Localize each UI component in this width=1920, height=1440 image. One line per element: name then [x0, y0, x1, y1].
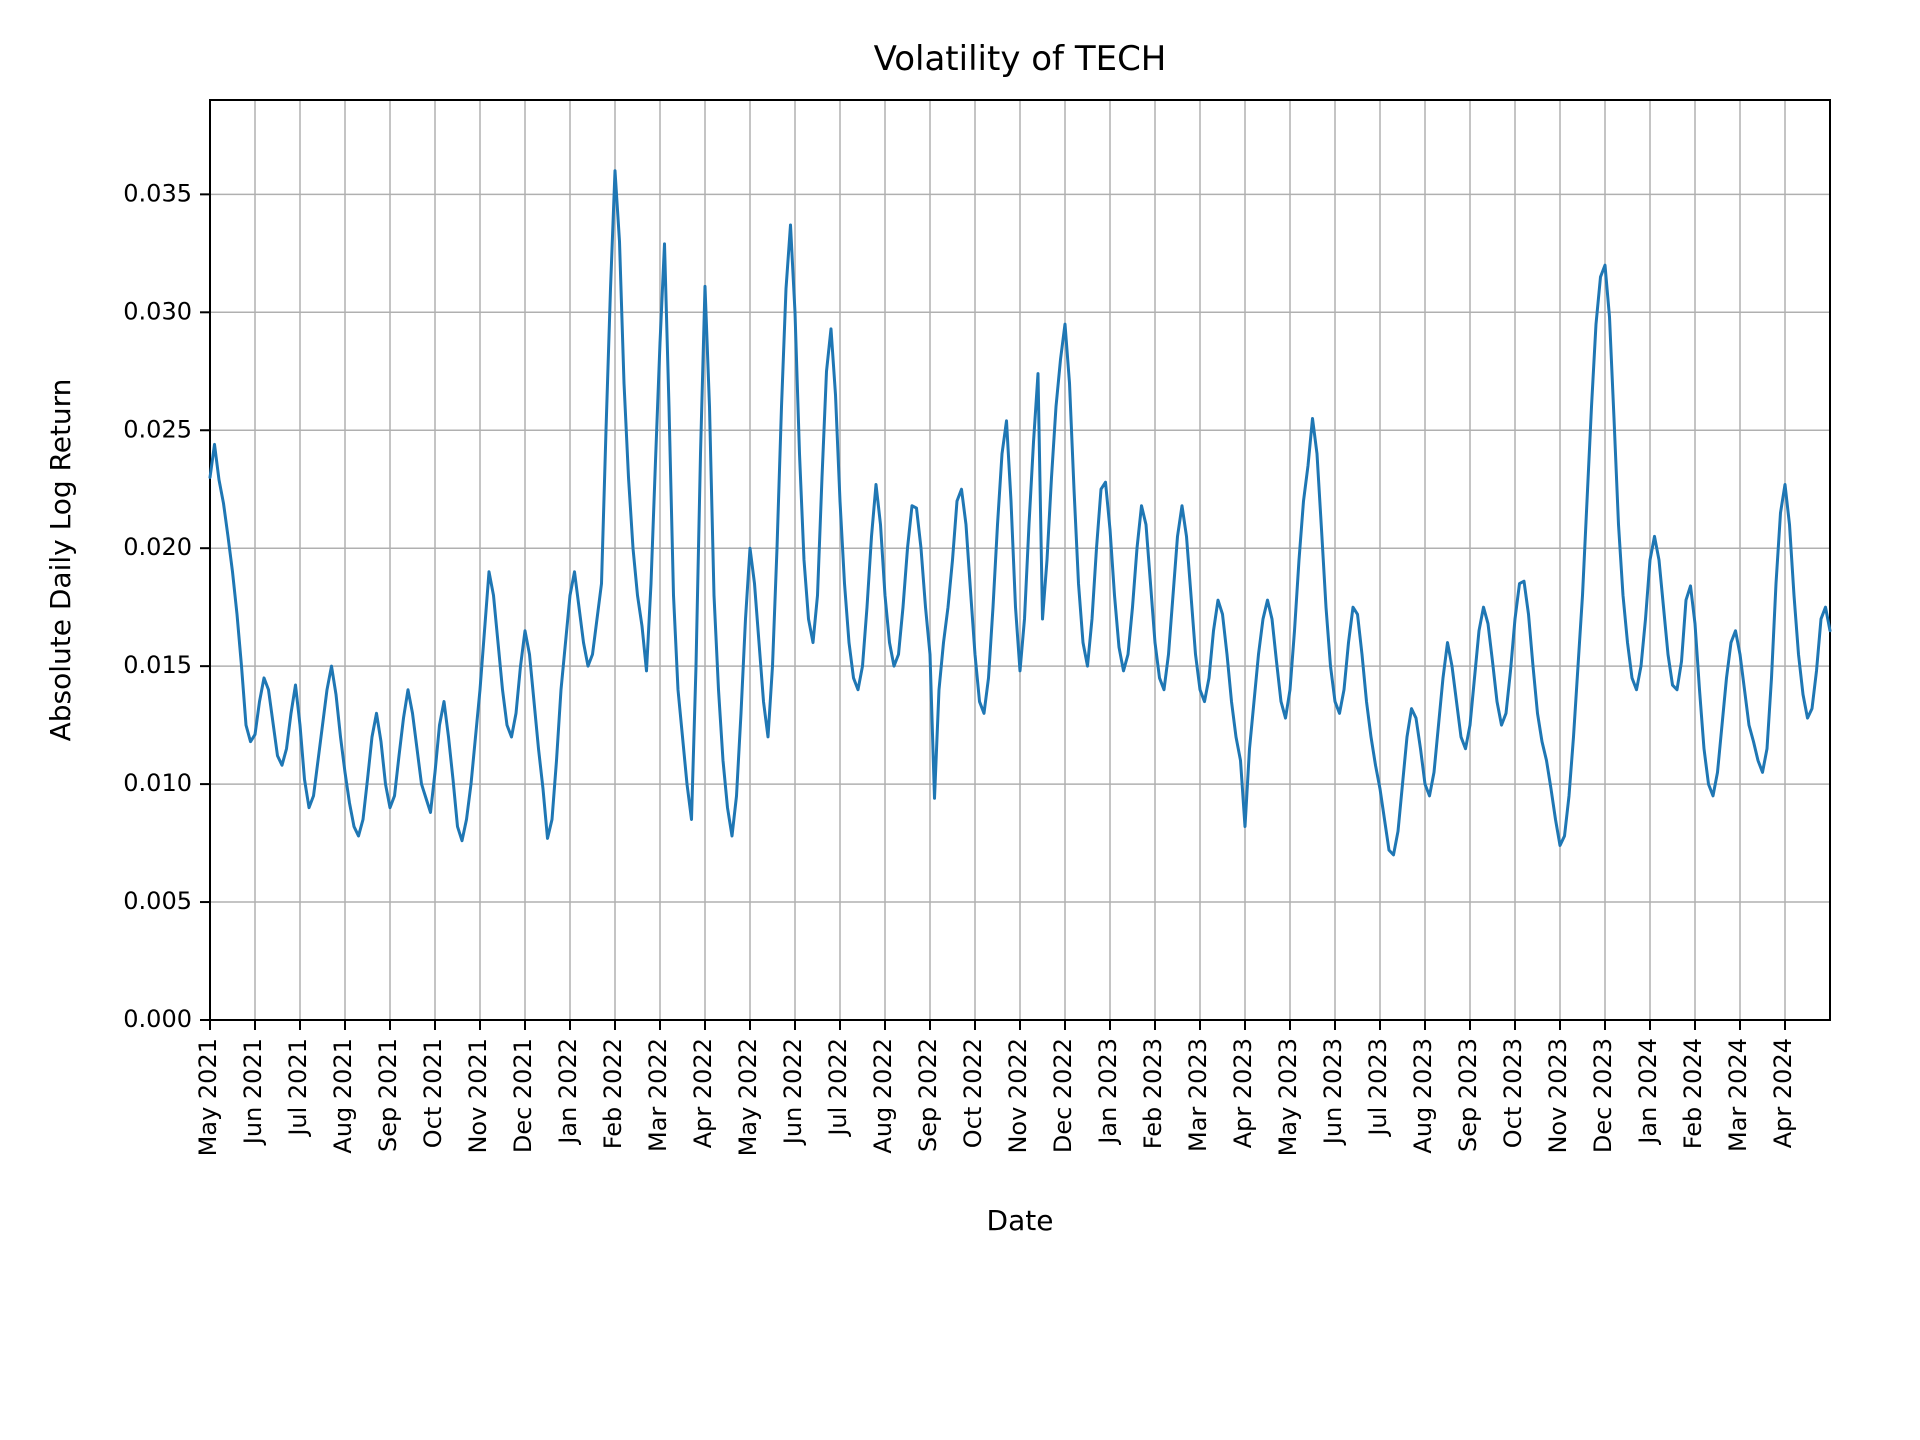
svg-text:Jun 2022: Jun 2022 — [779, 1038, 807, 1146]
svg-text:Nov 2023: Nov 2023 — [1544, 1038, 1572, 1154]
svg-text:Dec 2021: Dec 2021 — [509, 1038, 537, 1153]
svg-text:0.030: 0.030 — [123, 297, 192, 325]
svg-text:Oct 2022: Oct 2022 — [959, 1038, 987, 1148]
svg-text:Nov 2021: Nov 2021 — [464, 1038, 492, 1154]
svg-text:Volatility of TECH: Volatility of TECH — [874, 39, 1167, 79]
svg-text:Dec 2022: Dec 2022 — [1049, 1038, 1077, 1153]
svg-text:May 2023: May 2023 — [1274, 1038, 1302, 1156]
svg-text:Jan 2022: Jan 2022 — [554, 1038, 582, 1146]
svg-text:Feb 2023: Feb 2023 — [1139, 1038, 1167, 1149]
svg-text:Apr 2023: Apr 2023 — [1229, 1038, 1257, 1148]
svg-text:Mar 2023: Mar 2023 — [1184, 1038, 1212, 1152]
svg-text:Feb 2022: Feb 2022 — [599, 1038, 627, 1149]
svg-text:0.010: 0.010 — [123, 769, 192, 797]
svg-text:Dec 2023: Dec 2023 — [1589, 1038, 1617, 1153]
svg-text:Mar 2022: Mar 2022 — [644, 1038, 672, 1152]
svg-text:May 2022: May 2022 — [734, 1038, 762, 1156]
svg-text:Date: Date — [987, 1204, 1054, 1237]
svg-text:0.025: 0.025 — [123, 415, 192, 443]
svg-text:Jun 2023: Jun 2023 — [1319, 1038, 1347, 1146]
svg-text:Apr 2022: Apr 2022 — [689, 1038, 717, 1148]
svg-text:Aug 2022: Aug 2022 — [869, 1038, 897, 1154]
svg-text:Aug 2023: Aug 2023 — [1409, 1038, 1437, 1154]
svg-text:Oct 2021: Oct 2021 — [419, 1038, 447, 1148]
svg-text:Jul 2021: Jul 2021 — [284, 1038, 312, 1138]
svg-text:Feb 2024: Feb 2024 — [1679, 1038, 1707, 1149]
svg-text:May 2021: May 2021 — [194, 1038, 222, 1156]
svg-text:Sep 2021: Sep 2021 — [374, 1038, 402, 1152]
volatility-chart: 0.000 0.005 0.010 0.015 0.020 0.025 0.030 0.035… — [0, 0, 1920, 1440]
svg-text:Sep 2022: Sep 2022 — [914, 1038, 942, 1152]
svg-text:Jul 2023: Jul 2023 — [1364, 1038, 1392, 1138]
svg-text:0.015: 0.015 — [123, 651, 192, 679]
svg-text:Jan 2024: Jan 2024 — [1634, 1038, 1662, 1146]
svg-text:0.020: 0.020 — [123, 533, 192, 561]
svg-text:Aug 2021: Aug 2021 — [329, 1038, 357, 1154]
svg-text:0.000: 0.000 — [123, 1005, 192, 1033]
svg-text:Oct 2023: Oct 2023 — [1499, 1038, 1527, 1148]
svg-text:Absolute Daily Log Return: Absolute Daily Log Return — [44, 379, 77, 742]
svg-text:Sep 2023: Sep 2023 — [1454, 1038, 1482, 1152]
svg-text:0.035: 0.035 — [123, 179, 192, 207]
svg-text:0.005: 0.005 — [123, 887, 192, 915]
svg-text:Nov 2022: Nov 2022 — [1004, 1038, 1032, 1154]
svg-text:Jun 2021: Jun 2021 — [239, 1038, 267, 1146]
svg-text:Jan 2023: Jan 2023 — [1094, 1038, 1122, 1146]
svg-text:Jul 2022: Jul 2022 — [824, 1038, 852, 1138]
svg-text:Mar 2024: Mar 2024 — [1724, 1038, 1752, 1152]
svg-text:Apr 2024: Apr 2024 — [1769, 1038, 1797, 1148]
